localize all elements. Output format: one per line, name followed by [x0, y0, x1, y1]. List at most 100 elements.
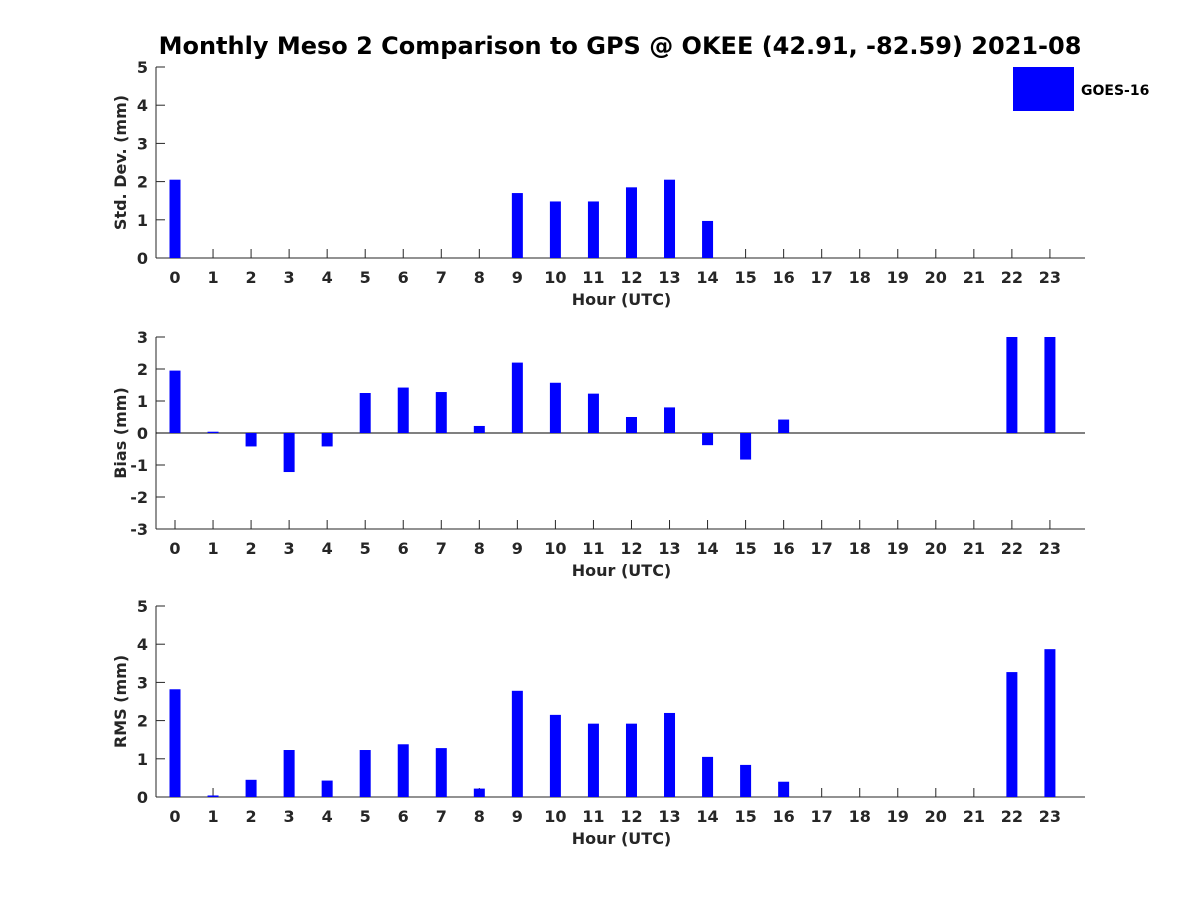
bar [549, 714, 561, 797]
bar [778, 419, 790, 433]
x-tick-label: 21 [963, 539, 985, 558]
bar [625, 723, 637, 797]
bar [435, 392, 447, 433]
x-tick-label: 15 [734, 539, 756, 558]
x-tick-label: 8 [474, 807, 485, 826]
x-tick-label: 4 [322, 807, 333, 826]
bar [625, 417, 637, 433]
x-tick-label: 10 [544, 807, 566, 826]
x-tick-label: 15 [734, 268, 756, 287]
y-tick-label: 2 [137, 173, 148, 192]
x-tick-label: 6 [398, 268, 409, 287]
bar [549, 382, 561, 433]
bar [587, 201, 599, 258]
x-tick-label: 13 [658, 268, 680, 287]
x-tick-label: 4 [322, 539, 333, 558]
x-axis-label: Hour (UTC) [572, 561, 672, 580]
x-tick-label: 8 [474, 268, 485, 287]
bar [359, 393, 371, 433]
y-tick-label: 3 [137, 134, 148, 153]
x-tick-label: 23 [1039, 268, 1061, 287]
x-tick-label: 11 [582, 807, 604, 826]
x-tick-label: 20 [925, 268, 947, 287]
x-tick-label: 16 [773, 539, 795, 558]
bar [511, 690, 523, 797]
x-tick-label: 1 [207, 268, 218, 287]
bar [702, 756, 714, 797]
x-tick-label: 23 [1039, 807, 1061, 826]
bar [397, 744, 409, 797]
bar [283, 433, 295, 473]
x-tick-label: 9 [512, 807, 523, 826]
x-tick-label: 22 [1001, 268, 1023, 287]
bar [245, 779, 257, 797]
x-axis-label: Hour (UTC) [572, 290, 672, 309]
bar [397, 387, 409, 433]
x-tick-label: 19 [887, 268, 909, 287]
x-tick-label: 16 [773, 268, 795, 287]
x-tick-label: 23 [1039, 539, 1061, 558]
x-tick-label: 2 [246, 268, 257, 287]
x-tick-label: 5 [360, 807, 371, 826]
legend-label: GOES-16 [1081, 83, 1149, 99]
x-tick-label: 15 [734, 807, 756, 826]
x-tick-label: 22 [1001, 807, 1023, 826]
x-tick-label: 20 [925, 539, 947, 558]
y-axis-label: Std. Dev. (mm) [111, 95, 130, 230]
x-tick-label: 18 [849, 539, 871, 558]
bar [702, 433, 714, 446]
y-tick-label: 5 [137, 58, 148, 77]
x-tick-label: 22 [1001, 539, 1023, 558]
y-tick-label: 0 [137, 788, 148, 807]
x-tick-label: 14 [696, 268, 718, 287]
x-tick-label: 17 [811, 539, 833, 558]
x-tick-label: 1 [207, 807, 218, 826]
bar [587, 393, 599, 433]
x-tick-label: 19 [887, 807, 909, 826]
x-tick-label: 7 [436, 268, 447, 287]
chart-title: Monthly Meso 2 Comparison to GPS @ OKEE … [159, 32, 1082, 60]
x-tick-label: 14 [696, 807, 718, 826]
bar [625, 187, 637, 258]
x-tick-label: 9 [512, 539, 523, 558]
y-tick-label: -2 [130, 488, 148, 507]
bar [511, 362, 523, 433]
y-tick-label: 1 [137, 392, 148, 411]
x-tick-label: 13 [658, 807, 680, 826]
x-tick-label: 16 [773, 807, 795, 826]
x-tick-label: 2 [246, 807, 257, 826]
bar [435, 748, 447, 797]
legend: GOES-16 [1013, 67, 1149, 111]
x-tick-label: 21 [963, 807, 985, 826]
x-tick-label: 18 [849, 807, 871, 826]
x-tick-label: 12 [620, 539, 642, 558]
x-tick-label: 20 [925, 807, 947, 826]
x-tick-label: 7 [436, 539, 447, 558]
bar [359, 750, 371, 797]
x-tick-label: 2 [246, 539, 257, 558]
x-tick-label: 6 [398, 539, 409, 558]
bar [169, 370, 181, 433]
x-tick-label: 3 [284, 539, 295, 558]
x-tick-label: 14 [696, 539, 718, 558]
y-tick-label: 3 [137, 673, 148, 692]
x-tick-label: 19 [887, 539, 909, 558]
x-tick-label: 4 [322, 268, 333, 287]
bar [587, 723, 599, 797]
bar [511, 193, 523, 258]
x-tick-label: 12 [620, 268, 642, 287]
y-tick-label: -3 [130, 520, 148, 539]
bar [1006, 672, 1018, 797]
x-tick-label: 11 [582, 268, 604, 287]
x-tick-label: 10 [544, 268, 566, 287]
y-tick-label: 2 [137, 360, 148, 379]
bar [664, 712, 676, 797]
bar [702, 220, 714, 258]
x-tick-label: 6 [398, 807, 409, 826]
bar [1006, 337, 1018, 433]
y-tick-label: -1 [130, 456, 148, 475]
